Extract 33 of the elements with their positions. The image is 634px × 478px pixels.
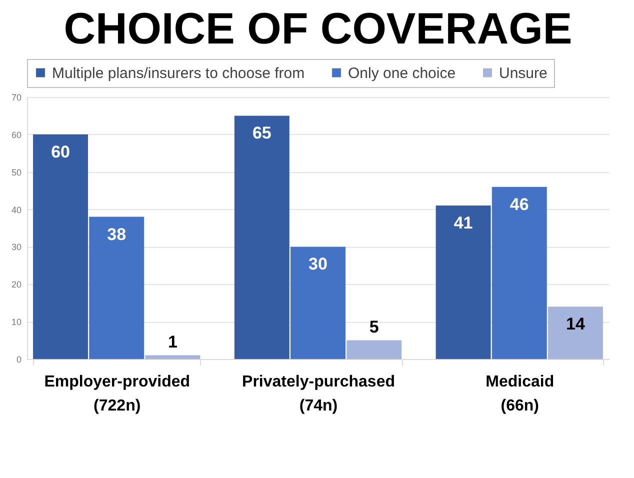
bar <box>436 206 491 359</box>
bar <box>290 246 346 359</box>
data-label: 5 <box>369 317 379 336</box>
legend-label: Multiple plans/insurers to choose from <box>52 64 305 82</box>
bar <box>492 186 547 359</box>
data-label: 65 <box>252 124 272 143</box>
data-label: 38 <box>107 224 126 244</box>
data-label: 30 <box>308 254 328 274</box>
data-label: 60 <box>51 142 70 162</box>
data-label: 46 <box>510 194 529 214</box>
bar <box>346 340 402 359</box>
data-label: 41 <box>454 214 473 233</box>
data-label: 1 <box>168 332 178 352</box>
bar <box>33 134 88 359</box>
y-tick-label: 70 <box>11 92 22 102</box>
bar <box>234 116 290 359</box>
legend-label: Unsure <box>499 64 548 82</box>
bar <box>145 355 200 359</box>
y-tick-label: 20 <box>11 280 22 290</box>
x-tick-label: Medicaid (66n) <box>486 374 554 414</box>
x-tick-label: Employer-provided (722n) <box>44 374 190 414</box>
y-tick-label: 30 <box>11 242 22 252</box>
x-tick-label: Privately-purchased (74n) <box>242 374 395 414</box>
y-tick-label: 10 <box>11 317 22 328</box>
bar <box>89 216 144 359</box>
data-label: 14 <box>566 314 586 334</box>
y-tick-label: 50 <box>11 167 22 178</box>
legend-label: Only one choice <box>348 64 456 82</box>
y-tick-label: 40 <box>11 204 22 215</box>
chart-title: CHOICE OF COVERAGE <box>64 4 572 54</box>
y-tick-label: 0 <box>16 354 22 364</box>
bar <box>548 306 603 359</box>
y-tick-label: 60 <box>11 130 22 140</box>
